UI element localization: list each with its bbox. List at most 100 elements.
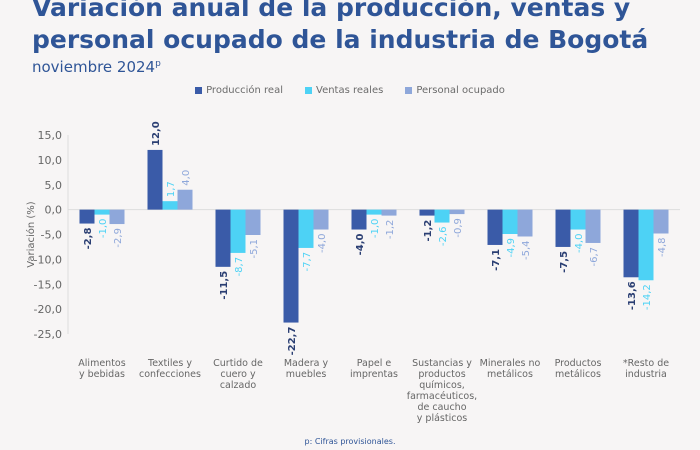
y-tick-label: 10,0 [38, 154, 63, 167]
y-tick-label: 0,0 [45, 204, 63, 217]
data-label: -4,8 [657, 238, 668, 258]
data-label: -2,9 [113, 228, 124, 248]
x-tick-label: y plásticos [417, 413, 467, 424]
y-tick-label: -15,0 [34, 278, 62, 291]
x-tick-label: cuero y [220, 369, 256, 380]
bar [109, 209, 125, 225]
bar [585, 209, 601, 243]
x-tick-label: muebles [286, 369, 327, 380]
data-label: -13,6 [627, 281, 638, 310]
data-label: -4,0 [355, 233, 366, 255]
bar [366, 209, 382, 215]
data-label: -4,0 [574, 234, 585, 254]
x-tick-label: de caucho [417, 402, 466, 413]
data-label: -4,9 [506, 238, 517, 258]
legend-item-personal: Personal ocupado [405, 85, 505, 96]
bar [623, 209, 639, 278]
bar [449, 209, 465, 215]
data-label: -22,7 [287, 327, 298, 356]
y-axis-label: Variación (%) [25, 201, 37, 268]
x-tick-label: Productos [555, 358, 602, 369]
data-label: 12,0 [151, 121, 162, 146]
bar [177, 189, 193, 210]
y-tick-label: -5,0 [41, 229, 62, 242]
bar [555, 209, 571, 247]
legend-swatch [305, 86, 312, 94]
data-label: -8,7 [234, 257, 245, 277]
bar [215, 209, 231, 267]
x-tick-label: químicos, [419, 380, 465, 391]
x-tick-label: Curtido de [213, 358, 263, 369]
bar [283, 209, 299, 323]
bar [94, 209, 110, 215]
bar [313, 209, 329, 230]
legend-swatch [195, 86, 203, 94]
legend-swatch [405, 86, 413, 94]
x-tick-label: Papel e [357, 358, 392, 369]
bar [434, 209, 450, 223]
x-tick-label: metálicos [555, 369, 601, 380]
legend-item-produccion: Producción real [195, 85, 283, 96]
x-tick-label: Sustancias y [412, 358, 472, 369]
y-tick-label: 5,0 [45, 179, 63, 192]
legend-item-ventas: Ventas reales [305, 85, 383, 96]
data-label: -1,0 [370, 219, 381, 239]
bar [517, 209, 533, 237]
bar [245, 209, 261, 235]
legend-label: Personal ocupado [416, 85, 505, 96]
data-label: -2,6 [438, 227, 449, 247]
bar [487, 209, 503, 245]
x-tick-label: metálicos [487, 369, 533, 380]
data-label: -1,0 [98, 219, 109, 239]
x-tick-label: Madera y [284, 358, 329, 369]
data-label: -1,2 [385, 220, 396, 240]
data-label: -7,5 [559, 251, 570, 273]
x-tick-label: industria [625, 369, 667, 380]
y-tick-label: 15,0 [38, 129, 63, 142]
bar [351, 209, 367, 230]
x-tick-label: Alimentos [78, 358, 125, 369]
data-label: -7,1 [491, 249, 502, 271]
y-tick-label: -25,0 [34, 328, 62, 341]
data-label: -5,4 [521, 240, 532, 260]
data-label: -1,2 [423, 220, 434, 242]
x-tick-label: productos [418, 369, 465, 380]
data-label: -4,0 [317, 234, 328, 254]
x-tick-label: calzado [220, 380, 257, 391]
chart-title: Variación anual de la producción, ventas… [32, 0, 649, 54]
data-label: -5,1 [249, 239, 260, 259]
chart-subtitle: noviembre 2024p [32, 58, 161, 76]
bar [419, 209, 435, 216]
data-label: -6,7 [589, 247, 600, 267]
data-label: -0,9 [453, 218, 464, 238]
bar [162, 201, 178, 210]
x-tick-label: y bebidas [79, 369, 125, 380]
bar [147, 149, 163, 210]
data-label: -14,2 [642, 284, 653, 310]
x-tick-label: *Resto de [623, 358, 669, 369]
data-label: 1,7 [166, 181, 177, 197]
bar [502, 209, 518, 235]
x-tick-label: imprentas [350, 369, 398, 380]
legend-label: Producción real [206, 85, 283, 96]
bar [638, 209, 654, 281]
bar [230, 209, 246, 253]
x-tick-label: farmacéuticos, [407, 391, 477, 402]
legend-label: Ventas reales [316, 85, 384, 96]
bar [298, 209, 314, 248]
bar [381, 209, 397, 216]
y-tick-label: -10,0 [34, 253, 62, 266]
bar [79, 209, 95, 224]
data-label: -7,7 [302, 252, 313, 272]
x-tick-label: Minerales no [480, 358, 541, 369]
data-label: -11,5 [219, 271, 230, 300]
x-tick-label: Textiles y [147, 358, 192, 369]
x-tick-label: confecciones [139, 369, 201, 380]
legend: Producción real Ventas reales Personal o… [0, 85, 700, 96]
data-label: -2,8 [83, 228, 94, 250]
subtitle-text: noviembre 2024 [32, 58, 156, 76]
subtitle-sup: p [155, 59, 161, 69]
bar [570, 209, 586, 230]
y-tick-label: -20,0 [34, 303, 62, 316]
